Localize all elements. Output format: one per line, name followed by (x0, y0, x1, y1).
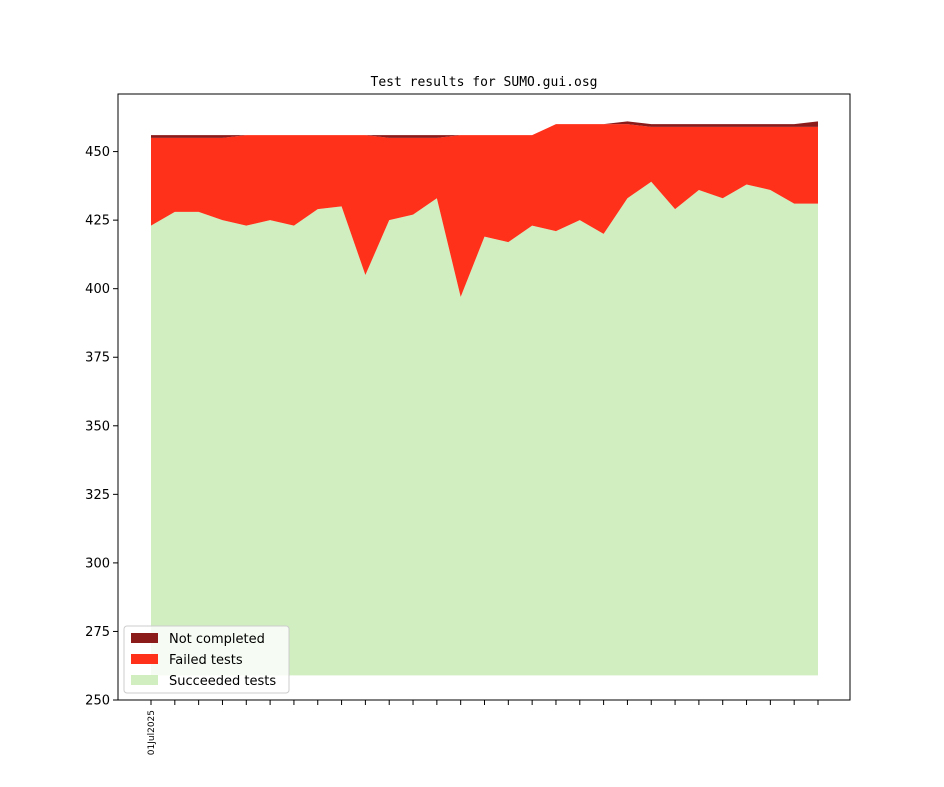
area-not-completed (151, 121, 818, 138)
area-layers (151, 121, 818, 676)
y-tick-label: 250 (85, 694, 110, 709)
legend-swatch (131, 654, 158, 664)
y-tick-label: 450 (85, 145, 110, 160)
area-succeeded-tests (151, 181, 818, 676)
legend-label: Not completed (169, 632, 265, 647)
y-tick-label: 300 (85, 556, 110, 571)
legend-label: Succeeded tests (169, 674, 276, 689)
x-axis: 01Jul2025 (147, 700, 819, 755)
legend-label: Failed tests (169, 653, 243, 668)
legend: Not completed Failed tests Succeeded tests (123, 625, 290, 694)
y-axis: 250 275 300 325 350 375 400 425 450 (85, 145, 118, 709)
y-tick-label: 375 (85, 351, 110, 366)
legend-box (123, 625, 290, 694)
y-tick-label: 275 (85, 625, 110, 640)
y-tick-label: 325 (85, 488, 110, 503)
legend-swatch (131, 633, 158, 643)
legend-swatch (131, 675, 158, 685)
area-failed-tests (151, 124, 818, 297)
y-tick-label: 350 (85, 419, 110, 434)
y-tick-label: 400 (85, 282, 110, 297)
x-tick-label: 01Jul2025 (147, 710, 157, 755)
chart-title: Test results for SUMO.gui.osg (371, 75, 598, 90)
y-tick-label: 425 (85, 214, 110, 229)
